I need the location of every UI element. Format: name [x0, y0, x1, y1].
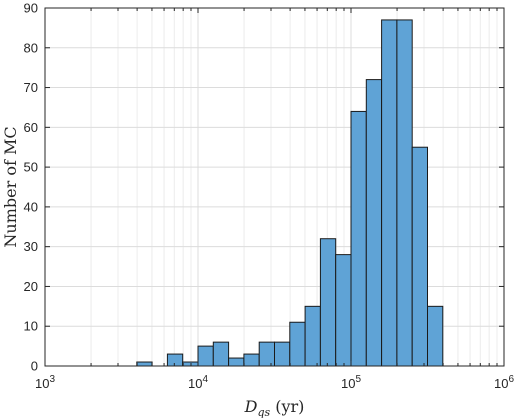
histogram-bar [212, 341, 230, 367]
histogram-bar [427, 305, 444, 367]
histogram-bar [365, 79, 383, 367]
y-tick-label: 10 [24, 319, 38, 334]
histogram-bar [319, 238, 337, 367]
histogram-bar [350, 110, 367, 367]
plot-frame [44, 7, 505, 367]
histogram-bar [274, 341, 291, 367]
histogram-bar [289, 321, 306, 367]
histogram-bars [136, 19, 444, 367]
y-tick-label: 90 [24, 1, 38, 16]
x-tick-labels: 103 104 105 106 [35, 374, 514, 391]
y-tick-label: 60 [24, 120, 38, 135]
histogram-bar [381, 19, 398, 367]
y-tick-label: 0 [31, 359, 38, 374]
y-tick-label: 30 [24, 239, 38, 254]
y-tick-label: 40 [24, 199, 38, 214]
histogram-bar [136, 361, 153, 367]
x-tick-label: 105 [341, 374, 361, 391]
histogram-bar [258, 341, 276, 367]
histogram-bar [243, 353, 260, 367]
y-tick-label: 50 [24, 160, 38, 175]
histogram-bar [182, 361, 199, 367]
y-axis-label: Number of MC [1, 126, 20, 247]
histogram-bar [197, 345, 214, 367]
x-tick-label: 104 [188, 374, 208, 391]
histogram-bar [396, 19, 413, 367]
x-tick-label: 103 [35, 374, 55, 391]
y-tick-labels: 0 10 20 30 40 50 60 70 80 90 [24, 1, 38, 374]
histogram-bar [411, 146, 429, 367]
histogram-bar [304, 305, 321, 367]
histogram-bar [228, 357, 245, 367]
y-tick-label: 70 [24, 80, 38, 95]
x-tick-label: 106 [494, 374, 514, 391]
x-axis-label: Dqs (yr) [244, 397, 305, 418]
y-tick-label: 80 [24, 40, 38, 55]
histogram-bar [335, 254, 352, 367]
y-tick-label: 20 [24, 279, 38, 294]
histogram-bar [166, 353, 184, 367]
axis-ticks [44, 7, 505, 367]
